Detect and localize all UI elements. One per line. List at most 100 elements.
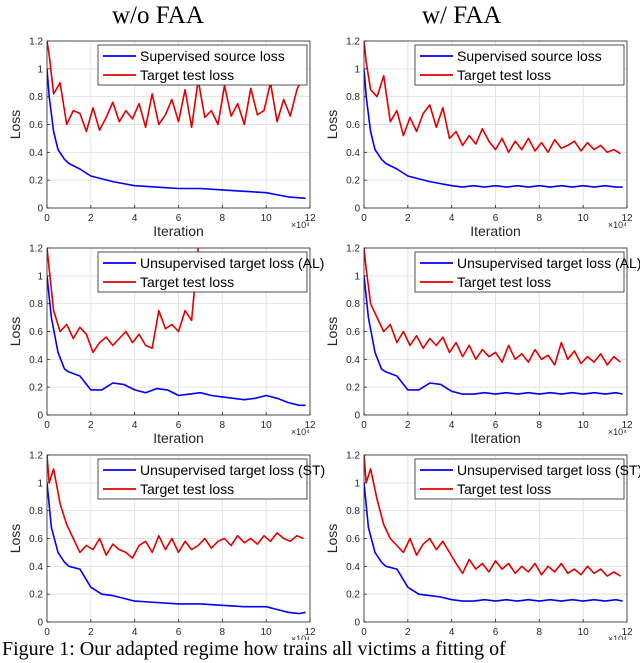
- x-tick-label: 4: [132, 627, 138, 638]
- x-tick-label: 8: [220, 420, 226, 431]
- figure-grid: 0 2 4 6 8 10 1200.20.40.60.811.2IterationLoss×…: [7, 37, 640, 641]
- x-axis-exponent: ×10⁴: [608, 220, 627, 230]
- x-tick-label: 0: [44, 627, 50, 638]
- x-axis-exponent: ×10⁴: [608, 427, 627, 437]
- x-tick-label: 10: [261, 627, 273, 638]
- y-tick-label: 1.2: [29, 244, 43, 255]
- y-tick-label: 0.8: [29, 506, 43, 517]
- x-tick-label: 12: [621, 213, 633, 224]
- y-tick-label: 0.4: [346, 562, 360, 573]
- legend-box: [97, 458, 308, 500]
- x-tick-label: 6: [493, 627, 499, 638]
- series-line-red: [364, 41, 621, 155]
- series-line-blue: [47, 68, 306, 200]
- x-tick-label: 0: [361, 213, 367, 224]
- x-axis-exponent: ×10⁴: [291, 220, 310, 230]
- x-tick-label: 8: [537, 213, 543, 224]
- y-tick-label: 0.6: [29, 534, 43, 545]
- x-tick-label: 2: [88, 627, 94, 638]
- x-tick-label: 4: [449, 420, 455, 431]
- x-tick-label: 4: [449, 627, 455, 638]
- y-tick-label: 0.2: [29, 383, 43, 394]
- x-tick-label: 2: [88, 420, 94, 431]
- legend-label: Unsupervised target loss (ST): [140, 462, 325, 478]
- y-tick-label: 0.4: [29, 148, 43, 159]
- y-tick-label: 0.2: [346, 176, 360, 187]
- chart-panel-3: 0 2 4 6 8 10 12 0 0.2 0.4 0.6 0.8 1 1.2 Iteration Loss ×…: [7, 244, 324, 447]
- y-tick-label: 0: [354, 618, 360, 629]
- x-tick-label: 0: [44, 420, 50, 431]
- x-tick-label: 6: [493, 213, 499, 224]
- x-tick-label: 12: [304, 213, 316, 224]
- y-tick-label: 0.8: [346, 506, 360, 517]
- legend-box: [414, 251, 625, 293]
- chart-panel-2: 0 2 4 6 8 10 12 0 0.2 0.4 0.6 0.8 1 1.2 Iteration Loss ×…: [324, 37, 633, 240]
- legend: Supervised source loss Target test loss: [97, 44, 308, 86]
- x-axis-exponent: ×10⁴: [608, 634, 627, 640]
- x-tick-label: 2: [405, 420, 411, 431]
- y-tick-label: 0.4: [346, 148, 360, 159]
- y-tick-label: 1.2: [29, 37, 43, 48]
- y-tick-label: 0.8: [29, 92, 43, 103]
- y-tick-label: 0.2: [346, 383, 360, 394]
- y-tick-label: 1: [354, 64, 360, 75]
- x-tick-label: 10: [261, 420, 273, 431]
- series-line-blue: [47, 482, 306, 615]
- legend: Unsupervised target loss (AL) Target test…: [97, 251, 324, 293]
- y-tick-label: 1: [37, 64, 43, 75]
- x-tick-label: 10: [261, 213, 273, 224]
- series-line-red: [364, 248, 621, 366]
- y-tick-label: 0: [354, 411, 360, 422]
- y-tick-label: 0.8: [346, 299, 360, 310]
- legend-label: Target test loss: [457, 67, 551, 83]
- x-tick-label: 2: [405, 213, 411, 224]
- y-axis-label: Loss: [7, 317, 23, 347]
- series-line-blue: [364, 482, 623, 602]
- column-title-without-faa: w/o FAA: [112, 2, 204, 29]
- y-tick-label: 0.6: [29, 120, 43, 131]
- y-tick-label: 0: [37, 411, 43, 422]
- chart-panel-1: 0 2 4 6 8 10 12 0 0.2 0.4 0.6 0.8 1 1.2 Iteration Loss ×…: [7, 37, 316, 240]
- y-tick-label: 0.6: [346, 327, 360, 338]
- x-axis-label: Iteration: [153, 223, 204, 239]
- y-tick-label: 0.8: [346, 92, 360, 103]
- y-tick-label: 0: [37, 204, 43, 215]
- legend-label: Unsupervised target loss (AL): [457, 255, 640, 271]
- x-axis-label: Iteration: [470, 637, 521, 640]
- x-axis-exponent: ×10⁴: [291, 427, 310, 437]
- x-tick-label: 10: [578, 213, 590, 224]
- legend-label: Supervised source loss: [140, 48, 285, 64]
- legend-box: [97, 251, 308, 293]
- x-tick-label: 12: [304, 627, 316, 638]
- x-tick-label: 4: [449, 213, 455, 224]
- y-tick-label: 0.4: [29, 562, 43, 573]
- legend: Unsupervised target loss (AL) Target test…: [414, 251, 640, 293]
- y-tick-label: 0.2: [29, 176, 43, 187]
- y-tick-label: 0.6: [346, 120, 360, 131]
- x-tick-label: 2: [405, 627, 411, 638]
- y-axis-label: Loss: [7, 524, 23, 554]
- x-tick-label: 6: [176, 213, 182, 224]
- y-axis-label: Loss: [324, 524, 340, 554]
- y-tick-label: 0: [354, 204, 360, 215]
- legend-label: Unsupervised target loss (ST): [457, 462, 640, 478]
- y-tick-label: 1: [37, 478, 43, 489]
- y-tick-label: 1.2: [346, 451, 360, 462]
- y-tick-label: 1.2: [346, 37, 360, 48]
- x-axis-exponent: ×10⁴: [291, 634, 310, 640]
- series-line-red: [47, 455, 304, 559]
- x-axis-label: Iteration: [153, 637, 204, 640]
- legend-label: Target test loss: [140, 274, 234, 290]
- x-axis-label: Iteration: [470, 223, 521, 239]
- y-tick-label: 0.8: [29, 299, 43, 310]
- legend: Supervised source loss Target test loss: [414, 44, 625, 86]
- legend-box: [97, 44, 308, 86]
- series-line-red: [47, 41, 305, 133]
- y-tick-label: 1: [37, 271, 43, 282]
- series-line-blue: [47, 275, 306, 407]
- legend-box: [414, 458, 625, 500]
- chart-panel-4: 0 2 4 6 8 10 12 0 0.2 0.4 0.6 0.8 1 1.2 Iteration Loss ×…: [324, 244, 640, 447]
- column-title-with-faa: w/ FAA: [422, 2, 502, 29]
- legend-label: Unsupervised target loss (AL): [140, 255, 324, 271]
- legend-box: [414, 44, 625, 86]
